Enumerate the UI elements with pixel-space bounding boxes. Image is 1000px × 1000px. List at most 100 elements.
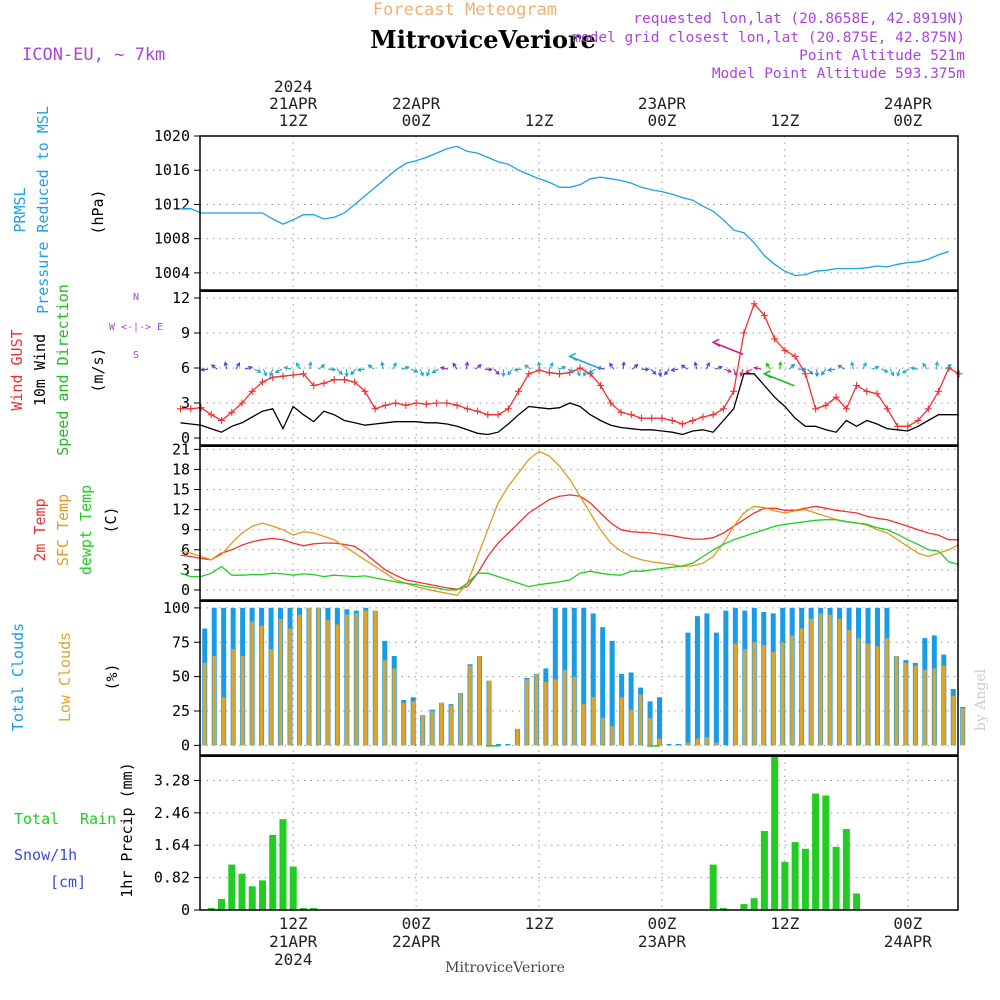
wind-arrow xyxy=(410,368,419,373)
signature: by Angel xyxy=(973,668,989,731)
gust-marker xyxy=(678,420,686,428)
low-clouds-bar xyxy=(932,668,937,746)
low-clouds-bar xyxy=(960,708,965,746)
low-clouds-bar xyxy=(449,705,453,746)
gust-marker xyxy=(361,387,369,395)
low-clouds-bar xyxy=(629,709,633,746)
low-clouds-bar xyxy=(714,742,719,746)
top-time-label: 12Z xyxy=(279,111,308,130)
wind-arrow xyxy=(922,362,928,370)
low-clouds-bar xyxy=(600,717,605,746)
low-clouds-bar xyxy=(733,643,738,746)
total-clouds-bar xyxy=(694,616,700,746)
clouds-ytick-label: 75 xyxy=(172,633,190,651)
compass-n: N xyxy=(133,292,139,303)
total-clouds-bar xyxy=(685,632,691,746)
top-time-label: 12Z xyxy=(770,111,799,130)
model-label: ICON-EU, ~ 7km xyxy=(22,45,165,65)
wind-arrow xyxy=(850,361,855,370)
gust-marker xyxy=(648,414,656,422)
gust-marker xyxy=(463,405,471,413)
gust-marker xyxy=(422,400,430,408)
low-clouds-bar xyxy=(534,673,539,746)
wind-arrow xyxy=(210,364,218,370)
dewpt-temp-line xyxy=(180,519,960,591)
gust-marker xyxy=(597,382,605,389)
gust-marker xyxy=(320,379,328,387)
low-clouds-bar xyxy=(610,726,614,746)
wind-arrow xyxy=(871,365,880,370)
bottom-time-label: 21APR xyxy=(269,932,318,951)
temperature-ytick-label: 9 xyxy=(181,521,190,539)
point-altitude: Point Altitude 521m xyxy=(799,48,965,64)
low-clouds-bar xyxy=(202,662,207,746)
gust-marker xyxy=(515,387,523,395)
gust-marker xyxy=(617,408,625,416)
rain-bar xyxy=(822,795,830,910)
wind-arrow xyxy=(537,361,542,370)
precip-unit-label: 1hr Precip (mm) xyxy=(118,762,136,897)
gust-marker xyxy=(545,369,553,377)
gust-marker xyxy=(955,370,963,378)
low-clouds-bar xyxy=(743,649,747,746)
wind-arrow xyxy=(367,364,375,370)
low-clouds-bar xyxy=(468,665,472,746)
wind-arrow xyxy=(318,364,326,370)
pressure-ytick-label: 1012 xyxy=(154,195,190,213)
low-clouds-bar xyxy=(790,635,794,746)
temperature-ytick-label: 18 xyxy=(172,460,190,478)
top-time-label: 00Z xyxy=(402,111,431,130)
gust-marker xyxy=(392,399,400,407)
low-clouds-bar xyxy=(866,643,870,746)
wind-arrow xyxy=(558,365,567,370)
top-time-label: 24APR xyxy=(884,94,933,113)
wind-ytick-label: 12 xyxy=(172,289,190,307)
low-clouds-bar xyxy=(875,646,880,746)
gust-marker xyxy=(525,370,533,378)
gust-marker xyxy=(730,387,738,395)
bottom-time-label: 22APR xyxy=(392,932,441,951)
wind-arrow xyxy=(439,366,449,371)
wind-arrow xyxy=(896,369,901,377)
gust-marker xyxy=(637,414,645,422)
gust-marker xyxy=(238,399,246,407)
wind-arrow xyxy=(650,368,657,375)
total-clouds-bar xyxy=(723,610,729,746)
total-clouds-bar xyxy=(221,607,227,746)
wind-ytick-label: 0 xyxy=(181,429,190,447)
wind-arrow xyxy=(582,368,587,377)
gust-marker xyxy=(781,347,789,354)
gust-marker xyxy=(289,371,297,379)
top-time-label: 12Z xyxy=(525,111,554,130)
gust-marker xyxy=(433,399,441,407)
total-clouds-bar xyxy=(581,607,587,746)
low-clouds-bar xyxy=(856,638,861,746)
gust-marker xyxy=(187,405,195,413)
wind-arrow xyxy=(501,369,506,378)
gust-marker xyxy=(935,387,943,395)
low-clouds-bar xyxy=(913,665,918,746)
temp2m-label: 2m Temp xyxy=(31,498,49,561)
gust-marker xyxy=(801,370,809,378)
wind-label: 10m Wind xyxy=(31,334,49,406)
precip-panel: 0 0.82 1.64 2.46 3.28 xyxy=(154,755,959,919)
total-clouds-bar xyxy=(600,627,606,746)
gust-marker xyxy=(494,411,502,419)
wind-arrow xyxy=(493,368,500,375)
wind-arrow xyxy=(934,361,940,370)
low-clouds-bar xyxy=(619,697,624,746)
low-clouds-bar xyxy=(525,679,529,746)
temperature-ytick-label: 12 xyxy=(172,501,190,519)
total-clouds-bar xyxy=(495,744,501,746)
total-clouds-bar xyxy=(713,632,719,746)
temperature-ytick-label: 0 xyxy=(181,581,190,599)
2m-temp-line xyxy=(180,494,959,590)
wind-arrow xyxy=(269,368,274,377)
gust-marker xyxy=(351,378,359,386)
low-clouds-bar xyxy=(780,642,785,746)
total-clouds-bar xyxy=(609,640,615,746)
low-clouds-bar xyxy=(430,711,434,746)
wind-arrow xyxy=(670,367,679,372)
temperature-panel: 0 3 6 9 12 15 18 21 xyxy=(172,440,960,601)
